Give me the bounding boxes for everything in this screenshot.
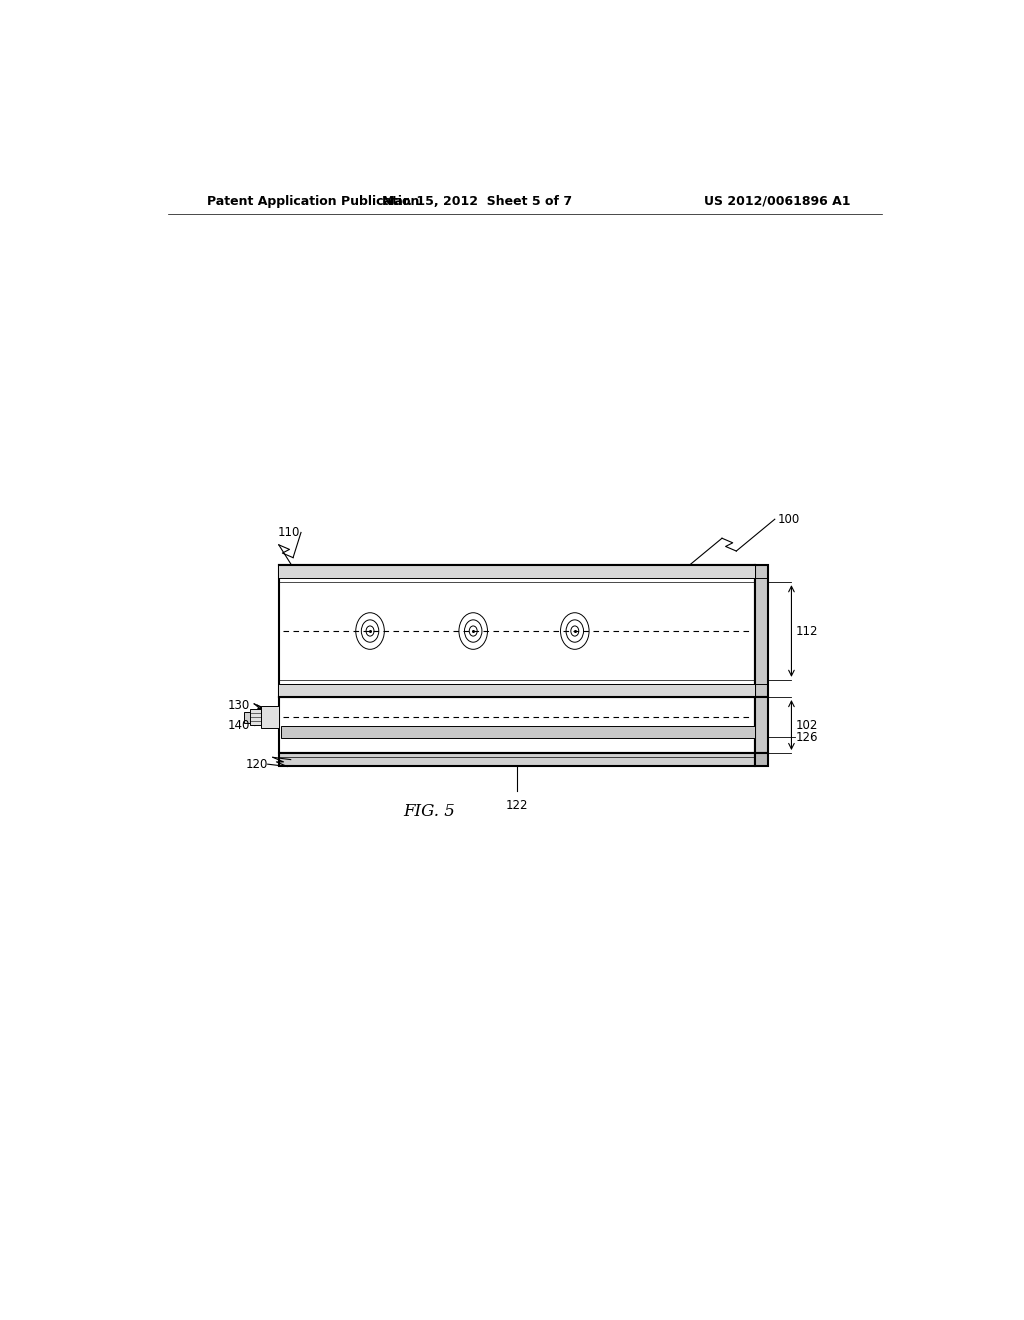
Bar (250, 709, 261, 725)
Bar (755, 697, 768, 752)
Text: 122: 122 (506, 799, 528, 812)
Text: 110: 110 (278, 525, 300, 539)
Text: 130: 130 (227, 698, 250, 711)
Text: Patent Application Publication: Patent Application Publication (207, 194, 420, 207)
Bar (279, 684, 755, 697)
Text: 120: 120 (246, 758, 268, 771)
Text: FIG. 5: FIG. 5 (403, 804, 456, 821)
Bar (282, 726, 755, 738)
Bar (279, 697, 755, 752)
Bar (244, 711, 250, 723)
Bar (279, 565, 755, 578)
Bar (279, 565, 755, 697)
Text: US 2012/0061896 A1: US 2012/0061896 A1 (703, 194, 850, 207)
Bar (261, 706, 279, 729)
Text: 140: 140 (227, 719, 250, 733)
Text: 102: 102 (796, 718, 818, 731)
Bar (279, 752, 755, 766)
Text: 100: 100 (778, 512, 800, 525)
Bar (755, 752, 768, 766)
Bar (755, 565, 768, 697)
Text: 126: 126 (796, 731, 818, 744)
Text: Mar. 15, 2012  Sheet 5 of 7: Mar. 15, 2012 Sheet 5 of 7 (382, 194, 572, 207)
Text: 112: 112 (796, 624, 818, 638)
